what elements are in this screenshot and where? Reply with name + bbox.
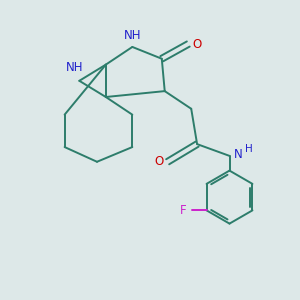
Text: H: H xyxy=(245,144,253,154)
Text: O: O xyxy=(193,38,202,50)
Text: NH: NH xyxy=(124,28,141,42)
Text: NH: NH xyxy=(66,61,84,74)
Text: F: F xyxy=(180,204,187,217)
Text: N: N xyxy=(234,148,243,161)
Text: O: O xyxy=(154,155,163,168)
